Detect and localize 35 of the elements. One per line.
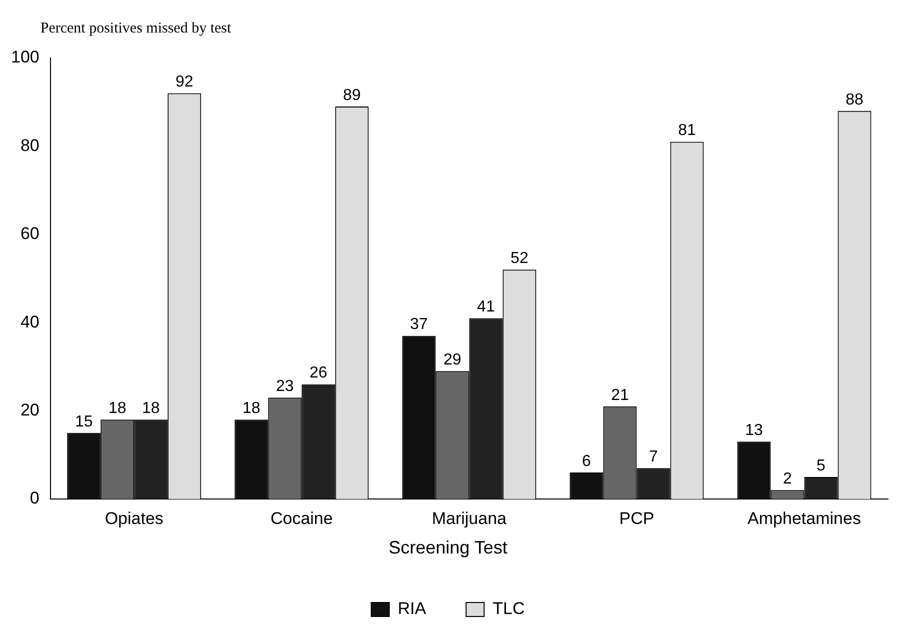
data-label: 2 (783, 470, 792, 488)
y-tick-label: 40 (20, 312, 40, 332)
data-label: 41 (477, 298, 495, 316)
legend-title: Screening Test (388, 537, 508, 558)
x-tick-label: PCP (619, 508, 654, 528)
data-label: 37 (410, 316, 428, 334)
x-tick-label: Marijuana (432, 508, 508, 528)
y-tick-label: 0 (30, 488, 40, 508)
y-tick-label: 60 (20, 224, 40, 244)
y-tick-label: 100 (10, 48, 40, 67)
data-label: 13 (745, 422, 763, 440)
data-label: 18 (142, 400, 160, 418)
data-label: 18 (242, 400, 260, 418)
data-label: 21 (611, 386, 629, 404)
data-label: 18 (108, 400, 126, 418)
data-label: 6 (582, 452, 591, 470)
x-tick-label: Amphetamines (748, 508, 861, 528)
data-label: 81 (678, 122, 696, 140)
legend-label: TLC (492, 599, 525, 618)
data-label: 92 (175, 74, 194, 91)
data-label: 52 (510, 250, 528, 268)
data-label: 5 (816, 457, 826, 474)
data-label: 89 (343, 86, 361, 104)
data-label: 29 (444, 352, 462, 369)
legend-label: RIA (398, 599, 427, 618)
data-label: 7 (649, 448, 658, 466)
data-label: 15 (74, 413, 93, 430)
x-tick-label: Cocaine (270, 508, 333, 528)
data-label: 23 (276, 378, 294, 395)
y-tick-label: 20 (20, 400, 40, 420)
x-tick-label: Opiates (104, 508, 164, 528)
y-axis-title: Percent positives missed by test (40, 20, 232, 36)
y-tick-label: 80 (20, 136, 40, 155)
data-label: 88 (846, 91, 864, 108)
data-label: 26 (310, 364, 328, 382)
